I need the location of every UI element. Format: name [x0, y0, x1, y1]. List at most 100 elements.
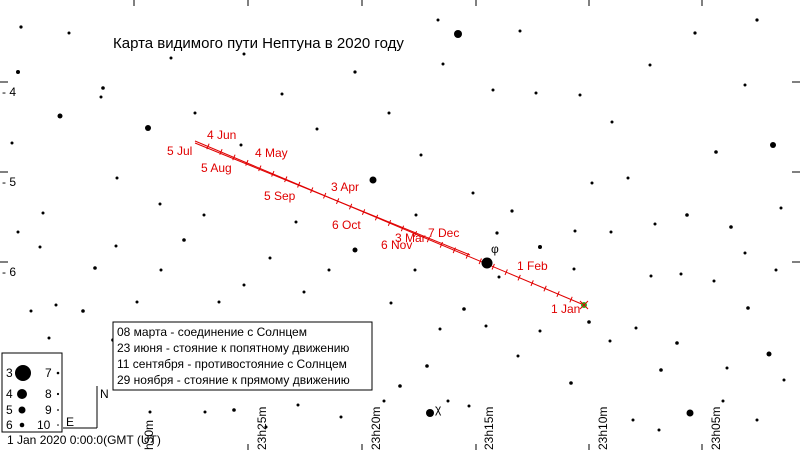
mag-label: 3	[6, 366, 13, 380]
date-label: 6 Oct	[332, 218, 361, 232]
star	[648, 63, 652, 67]
star	[169, 56, 173, 60]
star	[148, 410, 152, 414]
star	[280, 92, 284, 96]
event-item: 29 ноября - стояние к прямому движению	[117, 373, 350, 387]
star	[779, 206, 783, 210]
path-tick	[543, 285, 547, 292]
star	[29, 309, 33, 313]
star	[419, 153, 423, 157]
star	[294, 220, 298, 224]
date-label: 4 Jun	[207, 128, 236, 142]
event-item: 23 июня - стояние к попятному движению	[117, 341, 349, 355]
star	[398, 384, 402, 388]
star	[659, 368, 663, 372]
ra-label: 23h15m	[482, 407, 496, 450]
star-field	[10, 18, 786, 432]
star	[675, 341, 679, 345]
star	[327, 268, 331, 272]
star	[693, 31, 697, 35]
path-tick	[387, 220, 392, 226]
ra-label: 23h10m	[596, 407, 610, 450]
star	[631, 418, 635, 422]
path-tick	[245, 159, 249, 166]
date-label: 6 Nov	[381, 238, 412, 252]
star	[497, 275, 501, 279]
star	[425, 364, 429, 368]
star	[264, 425, 268, 429]
ra-label: 23h25m	[255, 407, 269, 450]
date-label: 1 Feb	[517, 259, 548, 273]
path-tick	[556, 291, 560, 298]
path-tick	[232, 154, 236, 161]
star	[436, 18, 440, 22]
star	[239, 143, 243, 147]
phi-star	[481, 257, 493, 269]
path-tick	[504, 269, 508, 276]
star	[382, 399, 386, 403]
path-line-return	[194, 142, 471, 256]
star	[686, 409, 694, 417]
mag-dot	[19, 422, 25, 428]
magnitude-legend	[1, 352, 63, 433]
date-label: 4 May	[255, 146, 288, 160]
map-title: Карта видимого пути Нептуна в 2020 году	[113, 35, 404, 52]
star	[766, 351, 772, 357]
star	[19, 25, 23, 29]
star	[634, 326, 638, 330]
star	[38, 245, 42, 249]
star	[712, 279, 716, 283]
path-tick	[258, 165, 262, 172]
date-label: 5 Sep	[264, 189, 296, 203]
star	[743, 251, 747, 255]
mag-label: 10	[37, 418, 51, 432]
star	[158, 202, 162, 206]
star	[578, 93, 582, 97]
star	[41, 211, 45, 215]
star	[242, 283, 246, 287]
star	[446, 399, 450, 403]
star	[441, 62, 445, 66]
path-tick	[530, 280, 534, 287]
mag-dot	[57, 409, 59, 411]
mag-dot	[15, 365, 31, 381]
event-item: 11 сентября - противостояние с Солнцем	[117, 357, 347, 371]
star	[782, 378, 786, 382]
star	[159, 268, 163, 272]
path-tick	[491, 263, 495, 270]
mag-dot	[18, 406, 26, 414]
star	[47, 336, 51, 340]
star	[193, 111, 197, 115]
path-tick	[336, 198, 340, 205]
star	[369, 176, 377, 184]
star	[714, 150, 718, 154]
star	[467, 404, 471, 408]
phi-label: φ	[491, 242, 499, 256]
star	[57, 113, 63, 119]
star	[101, 86, 105, 90]
star	[296, 403, 300, 407]
star	[725, 366, 729, 370]
star	[572, 267, 576, 271]
mag-label: 4	[6, 387, 13, 401]
star	[721, 399, 725, 403]
star	[626, 176, 630, 180]
path-tick	[569, 296, 573, 303]
path-ticks	[206, 143, 573, 303]
path-tick	[452, 247, 456, 254]
mag-label: 8	[45, 387, 52, 401]
compass-rose	[63, 386, 98, 429]
star	[232, 408, 236, 412]
star	[587, 320, 591, 324]
mag-label: 6	[6, 418, 13, 432]
path-tick	[361, 209, 366, 216]
dec-label: - 5	[2, 175, 16, 189]
star	[302, 290, 306, 294]
star	[755, 418, 759, 422]
star	[609, 230, 613, 234]
star	[145, 125, 151, 131]
path-tick	[426, 236, 431, 243]
star	[387, 111, 391, 115]
star	[491, 88, 495, 92]
star	[743, 83, 747, 87]
